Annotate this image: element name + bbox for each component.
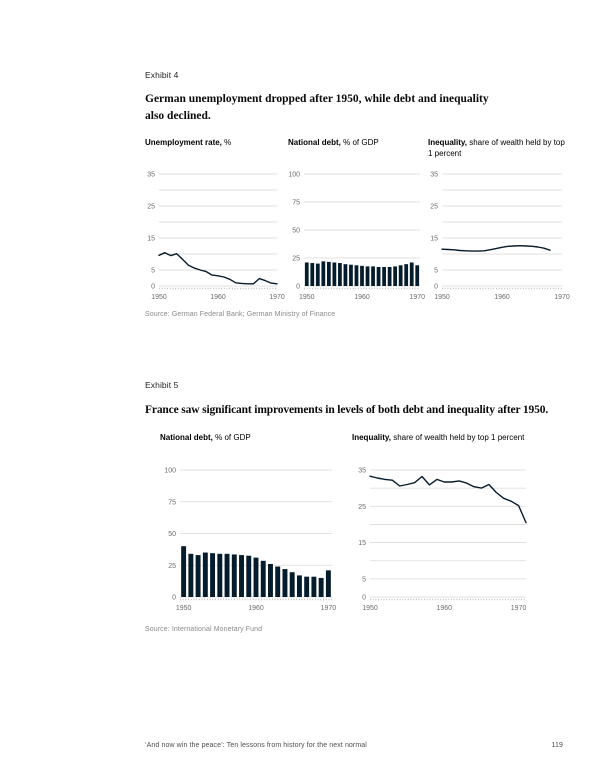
exhibit-4-label: Exhibit 4 xyxy=(145,70,179,80)
exhibit-5-title: France saw significant improvements in l… xyxy=(145,404,549,416)
exhibit-4-title: German unemployment dropped after 1950, … xyxy=(145,93,489,123)
svg-text:5: 5 xyxy=(362,576,366,583)
svg-text:1960: 1960 xyxy=(494,294,510,301)
page-number: 119 xyxy=(551,742,563,749)
chart-title-rest: share of wealth held by top 1 percent xyxy=(390,433,525,442)
exhibit-5-label: Exhibit 5 xyxy=(145,380,179,390)
svg-text:100: 100 xyxy=(288,172,300,179)
chart-column-germany-unemployment: Unemployment rate, % 0 5 15 25 35 1950 1960 197… xyxy=(145,138,285,303)
chart-title-france-debt: National debt, % of GDP xyxy=(160,430,340,464)
svg-text:1960: 1960 xyxy=(436,605,452,612)
svg-text:15: 15 xyxy=(358,540,366,547)
svg-text:0: 0 xyxy=(151,284,155,291)
svg-text:1960: 1960 xyxy=(210,294,226,301)
svg-text:25: 25 xyxy=(168,563,176,570)
chart-title-germany-unemployment: Unemployment rate, % xyxy=(145,138,285,169)
svg-text:50: 50 xyxy=(292,228,300,235)
svg-text:35: 35 xyxy=(430,172,438,179)
svg-text:1970: 1970 xyxy=(409,294,425,301)
chart-title-bold: Inequality, xyxy=(428,138,467,147)
chart-title-bold: National debt, xyxy=(288,138,341,147)
chart-title-germany-debt: National debt, % of GDP xyxy=(288,138,428,169)
svg-text:0: 0 xyxy=(362,595,366,602)
chart-title-rest: share of wealth held by top 1 percent xyxy=(428,138,565,158)
svg-text:25: 25 xyxy=(430,204,438,211)
svg-text:0: 0 xyxy=(172,595,176,602)
germany-inequality-line-chart: 0 5 15 25 35 1950 1960 1970 xyxy=(430,172,570,302)
svg-text:1950: 1950 xyxy=(434,294,450,301)
svg-text:1950: 1950 xyxy=(362,605,378,612)
svg-text:75: 75 xyxy=(168,499,176,506)
svg-text:1970: 1970 xyxy=(554,294,570,301)
chart-title-germany-inequality: Inequality, share of wealth held by top … xyxy=(428,138,568,169)
svg-text:50: 50 xyxy=(168,531,176,538)
svg-text:35: 35 xyxy=(147,172,155,179)
svg-text:15: 15 xyxy=(147,236,155,243)
svg-text:100: 100 xyxy=(164,468,176,475)
svg-text:1970: 1970 xyxy=(511,605,527,612)
svg-text:1950: 1950 xyxy=(176,605,192,612)
svg-text:5: 5 xyxy=(151,268,155,275)
germany-debt-bar-chart: 0 25 50 75 100 1950 1960 1970 xyxy=(288,172,425,302)
chart-column-france-inequality: Inequality, share of wealth held by top … xyxy=(352,430,542,614)
svg-text:1960: 1960 xyxy=(354,294,370,301)
chart-title-bold: National debt, xyxy=(160,433,213,442)
germany-unemployment-line-chart: 0 5 15 25 35 1950 1960 1970 xyxy=(147,172,285,302)
chart-title-rest: % xyxy=(221,138,232,147)
svg-text:5: 5 xyxy=(434,268,438,275)
chart-column-germany-debt: National debt, % of GDP 0 25 50 75 100 1950 19… xyxy=(288,138,428,303)
svg-text:1950: 1950 xyxy=(151,294,167,301)
svg-text:0: 0 xyxy=(434,284,438,291)
chart-title-rest: % of GDP xyxy=(340,138,379,147)
chart-title-bold: Inequality, xyxy=(352,433,391,442)
svg-text:1950: 1950 xyxy=(299,294,315,301)
svg-text:25: 25 xyxy=(358,504,366,511)
france-inequality-line-chart: 0 5 15 25 35 1950 1960 1970 xyxy=(358,468,527,612)
exhibit-5-source: Source: International Monetary Fund xyxy=(145,626,263,633)
svg-text:1970: 1970 xyxy=(321,605,337,612)
svg-text:1960: 1960 xyxy=(248,605,264,612)
chart-title-france-inequality: Inequality, share of wealth held by top … xyxy=(352,430,542,464)
exhibit-4-source: Source: German Federal Bank; German Mini… xyxy=(145,311,336,318)
chart-title-rest: % of GDP xyxy=(212,433,251,442)
svg-text:25: 25 xyxy=(147,204,155,211)
chart-column-germany-inequality: Inequality, share of wealth held by top … xyxy=(428,138,570,303)
svg-text:1970: 1970 xyxy=(269,294,285,301)
france-debt-bar-chart: 0 25 50 75 100 1950 1960 1970 xyxy=(164,468,337,613)
svg-text:0: 0 xyxy=(296,284,300,291)
svg-text:75: 75 xyxy=(292,200,300,207)
footer-running-title: ‘And now win the peace’: Ten lessons fro… xyxy=(145,742,367,749)
chart-title-bold: Unemployment rate, xyxy=(145,138,222,147)
svg-text:15: 15 xyxy=(430,236,438,243)
chart-column-france-debt: National debt, % of GDP 0 25 50 75 100 1950 19… xyxy=(160,430,340,614)
svg-text:25: 25 xyxy=(292,256,300,263)
svg-text:35: 35 xyxy=(358,468,366,475)
